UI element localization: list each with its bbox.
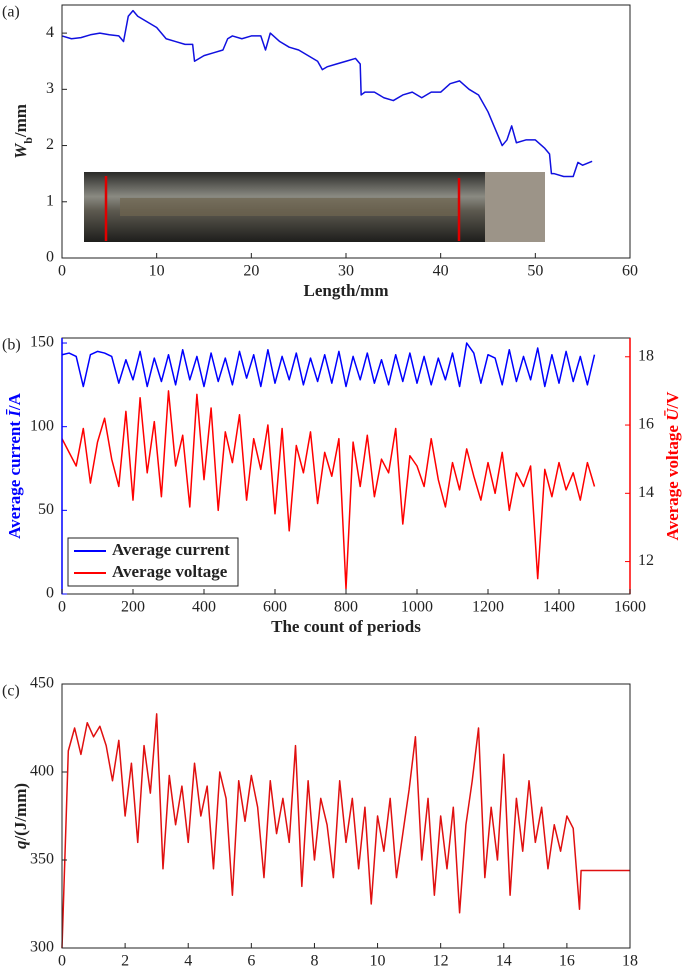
label-part: q [11,840,30,849]
x-tick-label: 18 [622,953,638,967]
x-tick-label: 10 [370,953,386,967]
x-tick-label: 600 [263,599,287,616]
x-tick-label: 0 [58,599,66,616]
label-part: W [11,142,30,159]
y2-tick-label: 16 [638,416,654,433]
y-tick-label: 400 [30,763,54,780]
y-tick-label: 450 [30,675,54,692]
data-line [61,342,596,388]
x-tick-label: 16 [559,953,575,967]
y-tick-label: 1 [46,192,54,209]
x-tick-label: 6 [247,953,255,967]
label-part: /(J/mm) [11,783,30,842]
x-axis-label: Length/mm [304,281,389,300]
x-tick-label: 400 [192,599,216,616]
legend-box [67,537,239,587]
x-tick-label: 800 [334,599,358,616]
x-tick-label: 14 [496,953,512,967]
y2-axis-label: Average voltage Ū/V [663,391,682,541]
label-part: Average current [5,417,24,539]
x-tick-label: 12 [433,953,449,967]
plot-frame [61,683,631,949]
panel-label: (a) [2,4,20,21]
x-tick-label: 0 [58,263,66,280]
x-tick-label: 50 [527,263,543,280]
inset-photo [84,172,545,242]
y2-tick-label: 18 [638,347,654,364]
label-part: Ū [663,408,682,421]
y-tick-label: 0 [46,249,54,266]
data-line [61,713,630,949]
x-tick-label: 2 [121,953,129,967]
x-tick-label: 200 [121,599,145,616]
label-part: Ī [5,409,24,418]
y-tick-label: 100 [30,417,54,434]
x-tick-label: 1400 [543,599,575,616]
y-tick-label: 350 [30,851,54,868]
x-tick-label: 60 [622,263,638,280]
x-tick-label: 10 [149,263,165,280]
label-part: /A [5,392,24,411]
y-tick-label: 50 [38,501,54,518]
y-tick-label: 4 [46,24,54,41]
x-tick-label: 1600 [614,599,646,616]
panel-label: (c) [2,683,20,700]
x-tick-label: 8 [310,953,318,967]
label-part: /V [663,391,682,410]
label-part: /mm [11,104,30,138]
y-axis-label: Wb/mm [11,104,35,159]
y-tick-label: 3 [46,80,54,97]
y-tick-label: 2 [46,136,54,153]
x-tick-label: 4 [184,953,192,967]
x-tick-label: 20 [243,263,259,280]
x-tick-label: 30 [338,263,354,280]
y-tick-label: 150 [30,334,54,351]
data-line [61,390,596,590]
label-part: b [21,137,35,144]
x-tick-label: 1000 [401,599,433,616]
y-axis-label: Average current Ī/A [5,392,24,538]
y2-tick-label: 12 [638,552,654,569]
legend-label: Average current [112,540,230,559]
legend: Average current Average voltage [67,537,239,587]
x-tick-label: 1200 [472,599,504,616]
panel-label: (b) [2,337,21,354]
label-part: Average voltage [663,421,682,541]
y-tick-label: 0 [46,585,54,602]
data-line [61,9,593,178]
x-tick-label: 40 [433,263,449,280]
y-axis-label: q/(J/mm) [11,783,30,849]
x-axis-label: The count of periods [271,617,421,636]
y-tick-label: 300 [30,939,54,956]
legend-label: Average voltage [112,562,228,581]
y2-tick-label: 14 [638,484,654,501]
x-tick-label: 0 [58,953,66,967]
